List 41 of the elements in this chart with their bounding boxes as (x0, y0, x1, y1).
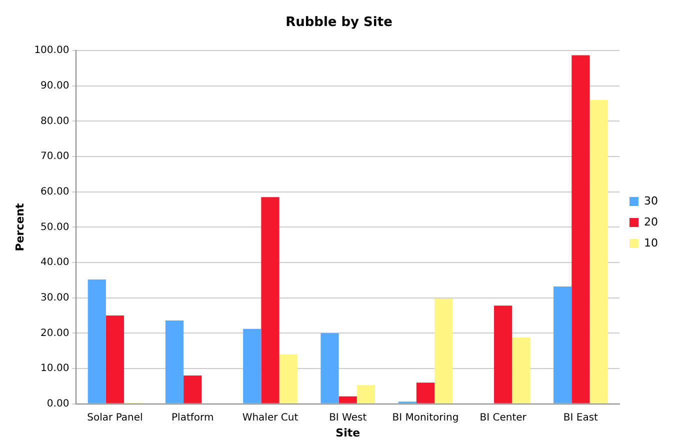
legend-label: 20 (644, 215, 658, 228)
bar (356, 385, 376, 404)
x-tick-label: BI West (329, 412, 367, 424)
bar (338, 396, 357, 404)
y-tick-label: 20.00 (40, 328, 70, 339)
y-tick-label: 90.00 (40, 80, 70, 92)
bar (590, 100, 608, 404)
bar (88, 279, 106, 404)
y-tick-label: 50.00 (40, 222, 70, 233)
x-tick-label: BI Center (480, 412, 528, 424)
y-tick-label: 100.00 (34, 45, 70, 56)
y-tick-label: 30.00 (40, 292, 70, 304)
chart-title: Rubble by Site (286, 15, 393, 30)
y-tick-label: 60.00 (40, 186, 70, 198)
bar (279, 354, 298, 404)
bar (165, 320, 184, 404)
bar (554, 286, 572, 404)
y-tick-label: 80.00 (40, 116, 70, 127)
bar (434, 298, 453, 404)
bar (416, 382, 435, 404)
x-tick-label: Solar Panel (87, 412, 143, 424)
bar (261, 197, 280, 404)
legend-label: 30 (644, 194, 658, 208)
y-tick-label: 40.00 (40, 257, 70, 268)
bar (512, 337, 530, 404)
bar (243, 328, 262, 404)
x-tick-label: BI Monitoring (392, 412, 459, 424)
bar (106, 316, 124, 404)
y-tick-label: 10.00 (40, 363, 70, 374)
x-tick-label: Whaler Cut (242, 412, 298, 424)
legend-label: 10 (644, 236, 658, 250)
x-tick-label: BI East (563, 412, 598, 424)
y-axis-title: Percent (13, 203, 26, 252)
bar (184, 376, 202, 404)
bar (320, 333, 339, 404)
x-tick-label: Platform (172, 412, 214, 424)
x-axis-title: Site (336, 426, 360, 440)
bar (572, 55, 590, 404)
y-tick-label: 70.00 (40, 151, 70, 162)
bar (494, 306, 512, 404)
y-tick-label: 0.00 (46, 398, 70, 410)
